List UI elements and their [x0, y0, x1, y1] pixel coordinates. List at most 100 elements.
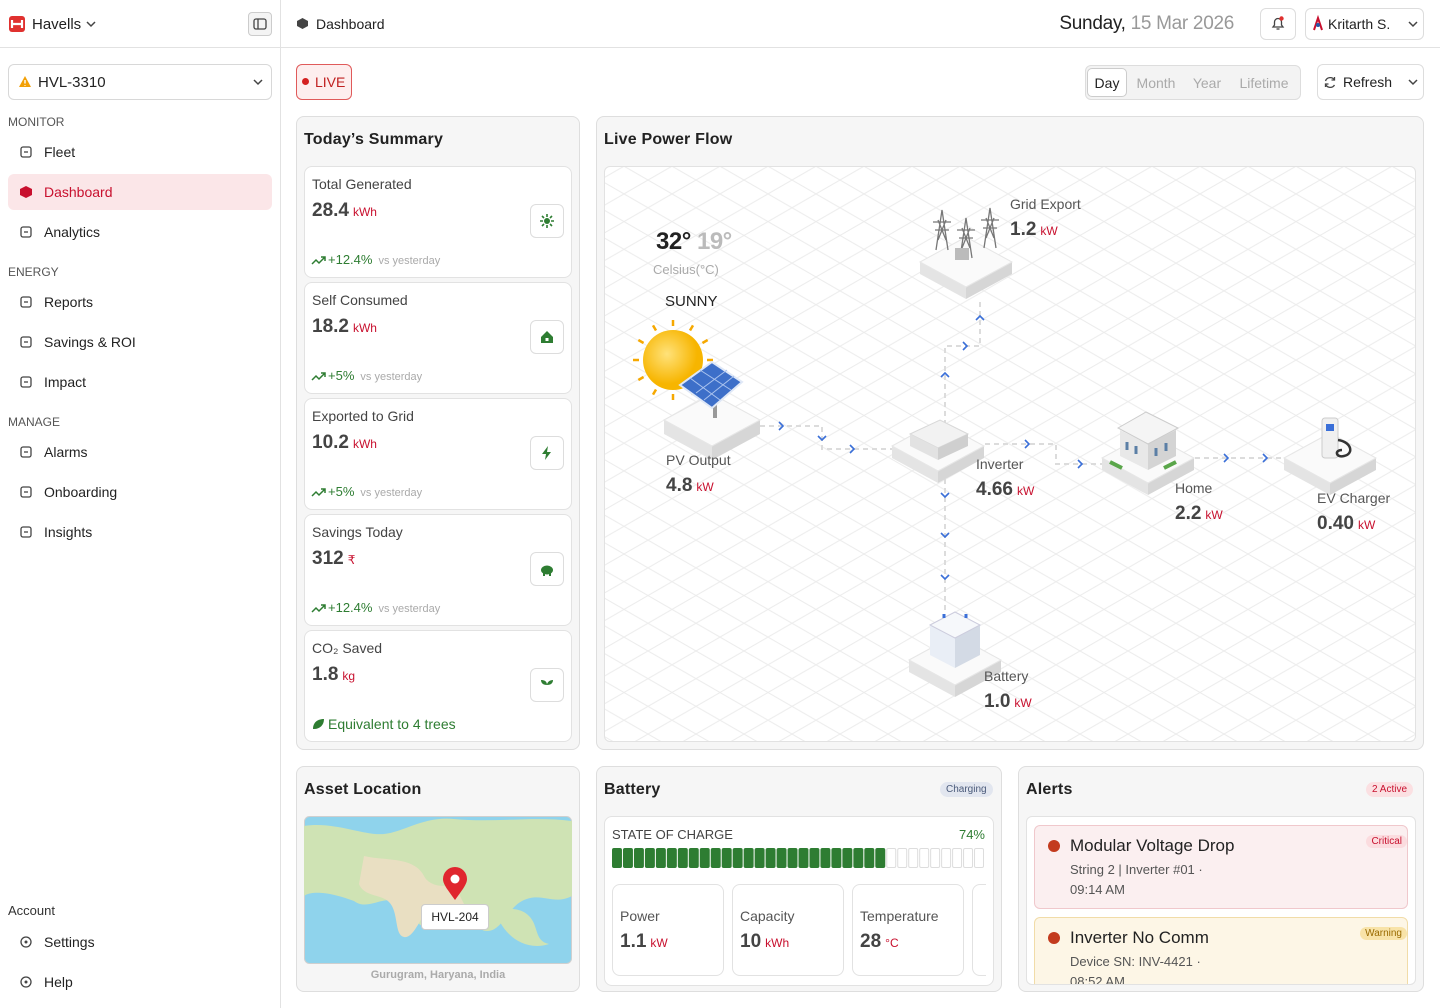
- soc-segment-empty: [919, 848, 930, 868]
- card-label: Total Generated: [312, 176, 412, 192]
- soc-segment-empty: [897, 848, 908, 868]
- account-title: Account: [8, 903, 55, 918]
- tower: [957, 217, 975, 259]
- nav-item[interactable]: Alarms: [44, 444, 88, 460]
- bell-icon: [1271, 16, 1285, 30]
- card-icon: [540, 214, 554, 228]
- solar-panel: [678, 360, 744, 410]
- asset-title: Asset Location: [304, 781, 422, 798]
- change-note: vs yesterday: [378, 255, 441, 267]
- site-select[interactable]: [8, 64, 272, 100]
- platform-side: [920, 262, 966, 299]
- range-option[interactable]: Year: [1192, 75, 1222, 91]
- node-unit: kW: [696, 480, 714, 494]
- alert-dot: [1048, 932, 1060, 944]
- card-value-number: 10.2: [312, 432, 349, 453]
- soc-segment-empty: [963, 848, 974, 868]
- node-unit: kW: [1016, 484, 1035, 498]
- alert-card[interactable]: [1034, 917, 1408, 984]
- soc-segment-filled: [820, 848, 831, 868]
- flow-line: [760, 425, 898, 450]
- soc-segment-empty: [908, 848, 919, 868]
- soc-segment-filled: [644, 848, 655, 868]
- nav-item[interactable]: Settings: [44, 934, 95, 950]
- nav-active-bg: [8, 174, 272, 210]
- warning-icon: [19, 76, 31, 87]
- node-value: 4.66 kW: [976, 479, 1034, 501]
- nav-item[interactable]: Impact: [44, 374, 87, 390]
- stat-value-number: 10: [740, 931, 762, 952]
- soc-segment-filled: [875, 848, 886, 868]
- nav-item[interactable]: Onboarding: [44, 484, 118, 500]
- card-value: 312 ₹: [312, 548, 355, 570]
- nav-item[interactable]: Analytics: [44, 224, 101, 240]
- alert-card[interactable]: [1034, 825, 1408, 909]
- card-icon: [542, 446, 551, 460]
- alert-title: Modular Voltage Drop: [1070, 836, 1235, 855]
- summary-card: [304, 630, 572, 742]
- weather-temp: 32° 19°: [656, 228, 732, 256]
- battery-status: Charging: [940, 782, 993, 797]
- card-icon-button[interactable]: [530, 436, 564, 470]
- range-option[interactable]: Day: [1094, 75, 1120, 91]
- collapse-button[interactable]: [248, 12, 272, 36]
- date: Sunday, 15 Mar 2026: [1059, 13, 1234, 35]
- nav-icon: [20, 526, 32, 538]
- temp-low: 19°: [696, 228, 732, 255]
- stat-value-number: 28: [860, 931, 882, 952]
- brand-name[interactable]: Havells: [32, 16, 82, 33]
- soc-segment-filled: [721, 848, 732, 868]
- change-value: +5%: [328, 484, 355, 499]
- inverter-side: [938, 434, 968, 460]
- range-option[interactable]: Lifetime: [1239, 75, 1289, 91]
- nav-item[interactable]: Savings & ROI: [44, 334, 136, 350]
- nav-item[interactable]: Fleet: [44, 144, 76, 160]
- card-label: CO₂ Saved: [312, 640, 383, 656]
- charger-cable: [1335, 438, 1352, 458]
- node-value-number: 4.66: [976, 479, 1013, 500]
- weather-unit: Celsius(°C): [653, 262, 719, 277]
- range-option[interactable]: Month: [1136, 75, 1176, 91]
- card-unit: ₹: [347, 553, 356, 567]
- nav-item[interactable]: Dashboard: [44, 184, 113, 200]
- user-select[interactable]: [1305, 8, 1424, 40]
- sidebar-border: [280, 0, 281, 1008]
- map-marker-label[interactable]: HVL-204: [421, 904, 489, 930]
- soc-segment-filled: [787, 848, 798, 868]
- refresh-button[interactable]: [1317, 64, 1424, 100]
- platform-side: [712, 420, 760, 460]
- range-active: [1087, 68, 1127, 97]
- power-flow-title: Live Power Flow: [604, 131, 733, 148]
- nav-item[interactable]: Insights: [44, 524, 93, 540]
- flow-arrow: [778, 421, 785, 431]
- battery-title: Battery: [604, 781, 661, 798]
- nav-item[interactable]: Reports: [44, 294, 94, 310]
- node-label: EV Charger: [1317, 490, 1391, 506]
- soc-segment-empty: [974, 848, 985, 868]
- flow-line: [985, 443, 1103, 465]
- soc-segment-filled: [688, 848, 699, 868]
- card-icon: [541, 331, 553, 343]
- tower: [933, 209, 951, 251]
- nav-icon: [20, 336, 32, 348]
- nav-item[interactable]: Help: [44, 974, 73, 990]
- stat-value-number: 1.1: [620, 931, 647, 952]
- sun-ray: [637, 338, 645, 345]
- stat-card: [612, 884, 724, 976]
- node-unit: kW: [1357, 518, 1376, 532]
- nav-icon: [20, 486, 32, 498]
- site-name: HVL-3310: [38, 74, 106, 91]
- card-icon-button[interactable]: [530, 552, 564, 586]
- node-label: Home: [1175, 480, 1213, 496]
- node-unit: kW: [1014, 696, 1032, 710]
- notification-button[interactable]: [1260, 8, 1296, 40]
- soc-label: 74%: [958, 827, 985, 842]
- soc-segment-empty: [930, 848, 941, 868]
- card-change: +12.4% vs yesterday: [328, 600, 440, 615]
- summary-card: [304, 166, 572, 278]
- site-chevron: [253, 79, 263, 86]
- nav-icon: [20, 226, 32, 238]
- soc-title: STATE OF CHARGE: [612, 827, 733, 842]
